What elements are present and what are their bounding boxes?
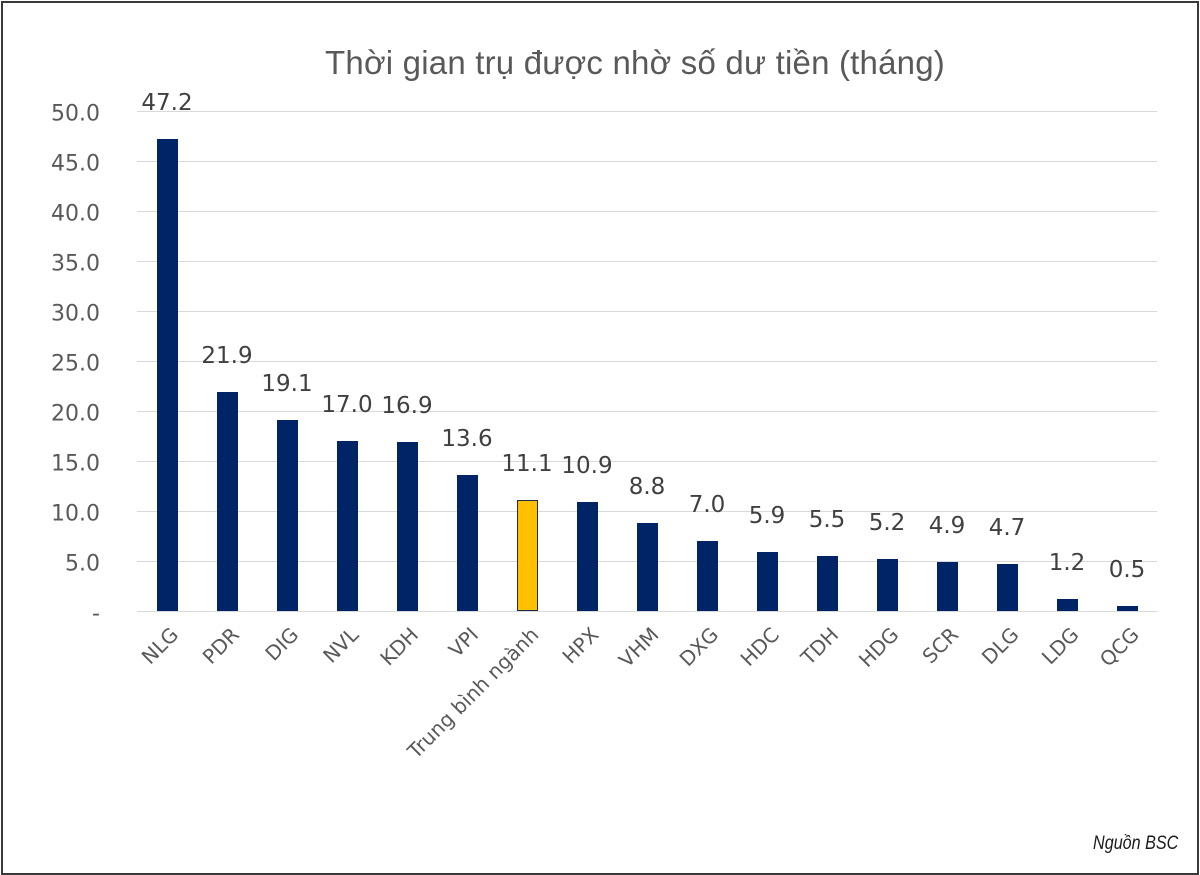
data-label: 11.1 — [501, 451, 553, 477]
data-label: 16.9 — [381, 393, 433, 419]
y-axis-tick-label: 50.0 — [51, 101, 100, 127]
gridline — [137, 611, 1157, 612]
bar-industry-average — [516, 500, 538, 611]
bar-hdc — [756, 552, 778, 611]
data-label: 5.9 — [748, 503, 786, 529]
data-label: 4.9 — [928, 513, 966, 539]
y-axis-tick-label: 25.0 — [51, 351, 100, 377]
bar-nvl — [336, 441, 358, 611]
y-axis-tick-label: 5.0 — [65, 551, 100, 577]
data-label: 17.0 — [321, 392, 373, 418]
source-note: Nguồn BSC — [1092, 833, 1178, 854]
gridline — [137, 411, 1157, 412]
y-axis-tick-label: 15.0 — [51, 451, 100, 477]
gridline — [137, 111, 1157, 112]
bar-tdh — [816, 556, 838, 611]
bar-vhm — [636, 523, 658, 611]
data-label: 4.7 — [988, 515, 1026, 541]
bar-vpi — [456, 475, 478, 611]
data-label: 7.0 — [688, 492, 726, 518]
y-axis-tick-label: 45.0 — [51, 151, 100, 177]
bar-ldg — [1056, 599, 1078, 611]
y-axis-tick-label: - — [92, 601, 100, 627]
bar-kdh — [396, 442, 418, 611]
gridline — [137, 361, 1157, 362]
gridline — [137, 211, 1157, 212]
y-axis-tick-label: 20.0 — [51, 401, 100, 427]
bar-hdg — [876, 559, 898, 611]
y-axis-tick-label: 40.0 — [51, 201, 100, 227]
bar-dxg — [696, 541, 718, 611]
data-label: 47.2 — [141, 90, 193, 116]
bar-nlg — [156, 139, 178, 611]
y-axis-tick-label: 30.0 — [51, 301, 100, 327]
data-label: 10.9 — [561, 453, 613, 479]
y-axis-tick-label: 35.0 — [51, 251, 100, 277]
gridline — [137, 261, 1157, 262]
bar-scr — [936, 562, 958, 611]
gridline — [137, 461, 1157, 462]
bar-dlg — [996, 564, 1018, 611]
chart-title: Thời gian trụ được nhờ số dư tiền (tháng… — [325, 44, 945, 81]
gridline — [137, 311, 1157, 312]
data-label: 13.6 — [441, 426, 493, 452]
data-label: 19.1 — [261, 371, 313, 397]
bar-qcg — [1116, 606, 1138, 611]
bar-pdr — [216, 392, 238, 611]
data-label: 5.2 — [868, 510, 906, 536]
bar-hpx — [576, 502, 598, 611]
data-label: 1.2 — [1048, 550, 1086, 576]
data-label: 0.5 — [1108, 557, 1146, 583]
data-label: 8.8 — [628, 474, 666, 500]
data-label: 21.9 — [201, 343, 253, 369]
gridline — [137, 161, 1157, 162]
data-label: 5.5 — [808, 507, 846, 533]
y-axis-tick-label: 10.0 — [51, 501, 100, 527]
bar-dig — [276, 420, 298, 611]
gridline — [137, 511, 1157, 512]
